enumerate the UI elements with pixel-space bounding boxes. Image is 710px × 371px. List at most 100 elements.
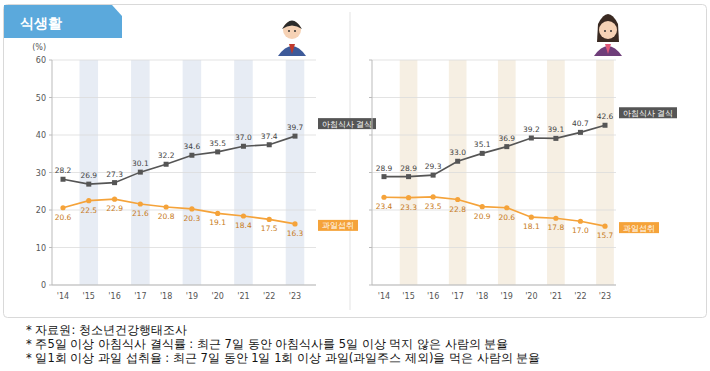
data-label: 42.6 — [597, 112, 614, 121]
girl-icon — [594, 14, 622, 56]
series-line — [384, 125, 605, 176]
series-label-box — [619, 222, 659, 233]
point — [529, 136, 534, 141]
point — [406, 195, 411, 200]
y-axis — [52, 60, 53, 285]
head — [283, 21, 301, 39]
point — [603, 123, 608, 128]
point — [241, 144, 246, 149]
data-label: 22.9 — [106, 204, 123, 213]
eye — [610, 30, 612, 32]
point — [61, 177, 66, 182]
grid-line — [52, 247, 316, 248]
data-label: 18.1 — [523, 222, 540, 231]
point — [164, 162, 169, 167]
grid-line — [372, 60, 616, 61]
data-label: 39.1 — [548, 125, 565, 134]
point — [381, 195, 386, 200]
point — [241, 213, 246, 218]
data-label: 20.6 — [55, 213, 72, 222]
series-line — [384, 197, 605, 226]
data-label: 22.8 — [449, 205, 466, 214]
footnote: * 주5일 이상 아침식사 결식률 : 최근 7일 동안 아침식사를 5일 이상… — [26, 337, 508, 351]
point — [504, 205, 509, 210]
point — [215, 149, 220, 154]
data-label: 33.0 — [449, 148, 466, 157]
series-line — [63, 136, 295, 184]
point — [455, 197, 460, 202]
series-label-box — [619, 107, 677, 118]
data-labels: 28.226.927.330.132.234.635.537.037.439.7… — [55, 123, 304, 238]
data-label: 35.5 — [209, 139, 226, 148]
point — [382, 174, 387, 179]
grid-line — [372, 247, 616, 248]
data-label: 18.4 — [235, 221, 252, 230]
x-tick-label: '20 — [525, 292, 537, 301]
point — [189, 206, 194, 211]
data-label: 37.0 — [235, 133, 252, 142]
point — [578, 130, 583, 135]
boy-icon — [278, 21, 306, 57]
panel-frame — [4, 5, 707, 318]
point — [267, 142, 272, 147]
tie — [605, 44, 611, 54]
point — [189, 153, 194, 158]
footnote: * 일1회 이상 과일 섭취율 : 최근 7일 동안 1일 1회 이상 과일(과… — [26, 351, 540, 365]
data-label: 20.9 — [474, 212, 491, 221]
eye — [604, 30, 606, 32]
point — [480, 204, 485, 209]
data-label: 23.3 — [400, 203, 417, 212]
data-label: 17.5 — [261, 224, 278, 233]
data-label: 15.7 — [597, 231, 614, 240]
data-label: 21.6 — [132, 209, 149, 218]
x-tick-label: '19 — [186, 292, 198, 301]
x-tick-label: '23 — [599, 292, 611, 301]
point — [292, 221, 297, 226]
point — [112, 180, 117, 185]
x-tick-label: '17 — [451, 292, 463, 301]
data-label: 17.8 — [548, 223, 565, 232]
hair — [282, 21, 302, 30]
x-tick-label: '14 — [57, 292, 69, 301]
point — [267, 217, 272, 222]
point — [164, 204, 169, 209]
header-tab — [4, 5, 122, 38]
data-label: 17.0 — [572, 226, 589, 235]
data-label: 29.3 — [425, 162, 442, 171]
header-title: 식생활 — [20, 15, 62, 31]
grid-line — [52, 97, 316, 98]
x-axis — [372, 285, 616, 286]
x-axis — [52, 285, 316, 286]
x-tick-label: '20 — [211, 292, 223, 301]
x-tick-label: '18 — [160, 292, 172, 301]
data-label: 22.5 — [80, 206, 97, 215]
data-label: 26.9 — [80, 171, 97, 180]
x-tick-label: '22 — [574, 292, 586, 301]
series-line — [63, 199, 295, 224]
grid-line — [52, 285, 316, 286]
grid-line — [372, 97, 616, 98]
data-label: 36.9 — [498, 134, 515, 143]
x-tick-label: '21 — [237, 292, 249, 301]
point — [406, 174, 411, 179]
point — [138, 170, 143, 175]
x-tick-label: '17 — [134, 292, 146, 301]
data-label: 20.3 — [184, 214, 201, 223]
data-label: 39.7 — [287, 123, 304, 132]
point — [431, 194, 436, 199]
point — [86, 198, 91, 203]
data-label: 19.1 — [209, 218, 226, 227]
data-label: 23.5 — [425, 202, 442, 211]
data-label: 30.1 — [132, 159, 149, 168]
x-tick-label: '18 — [476, 292, 488, 301]
x-tick-label: '15 — [83, 292, 95, 301]
data-label: 20.6 — [498, 213, 515, 222]
point — [60, 205, 65, 210]
y-axis-label: (%) — [32, 43, 46, 52]
category-band — [79, 60, 98, 285]
hair — [597, 14, 619, 42]
y-tick-label: 0 — [41, 281, 46, 290]
x-tick-label: '16 — [427, 292, 439, 301]
series-label-box — [318, 118, 376, 129]
x-tick-label: '14 — [378, 292, 390, 301]
